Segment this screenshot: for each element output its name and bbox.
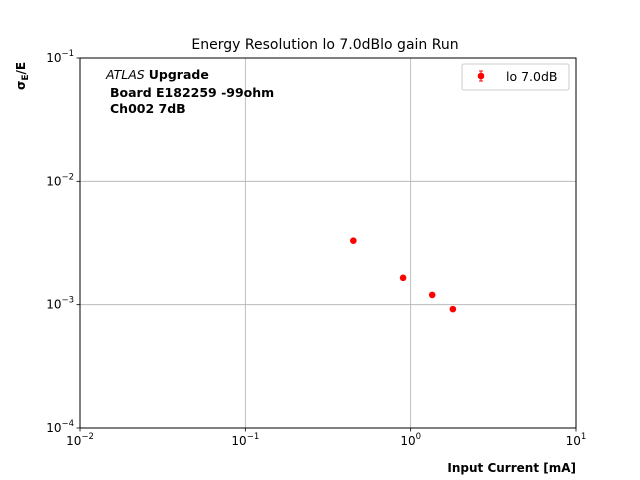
x-tick-label: 101 bbox=[566, 432, 587, 448]
grid-lines bbox=[80, 58, 576, 428]
y-axis-label-tail: /E bbox=[14, 62, 28, 75]
plot-frame bbox=[79, 57, 577, 429]
annotation-line1: ATLAS Upgrade bbox=[105, 67, 209, 82]
legend-point bbox=[477, 72, 485, 80]
y-axis-label: σE/E bbox=[14, 62, 31, 90]
legend-box bbox=[461, 63, 570, 91]
annotation-upgrade: Upgrade bbox=[149, 67, 209, 82]
chart-title: Energy Resolution lo 7.0dBlo gain Run bbox=[191, 37, 458, 53]
x-tick-label: 100 bbox=[400, 432, 421, 448]
data-point bbox=[449, 305, 457, 313]
annotation: ATLAS Upgrade Board E182259 -99ohm Ch002 … bbox=[105, 67, 274, 116]
legend: lo 7.0dB bbox=[461, 63, 570, 91]
annotation-line2: Board E182259 -99ohm bbox=[110, 85, 274, 100]
data-point bbox=[350, 237, 357, 245]
x-tick-label: 10−2 bbox=[66, 432, 94, 448]
y-axis-label-sub: E bbox=[21, 74, 31, 80]
legend-marker bbox=[477, 70, 485, 82]
y-tick-label: 10−3 bbox=[46, 296, 74, 312]
data-points bbox=[350, 237, 457, 313]
legend-label: lo 7.0dB bbox=[506, 69, 557, 84]
y-tick-label: 10−2 bbox=[46, 172, 74, 188]
y-axis-label-main: σ bbox=[14, 81, 28, 90]
y-tick-label: 10−4 bbox=[46, 419, 74, 435]
data-point bbox=[399, 274, 407, 282]
annotation-line3: Ch002 7dB bbox=[110, 101, 186, 116]
annotation-atlas: ATLAS bbox=[105, 67, 145, 82]
axis-ticks: 10−2 10−1 100 101 10−4 10−3 10−2 10−1 bbox=[46, 49, 586, 448]
x-tick-label: 10−1 bbox=[231, 432, 259, 448]
y-tick-label: 10−1 bbox=[46, 49, 74, 65]
x-axis-label: Input Current [mA] bbox=[447, 461, 576, 475]
data-point bbox=[428, 291, 436, 299]
